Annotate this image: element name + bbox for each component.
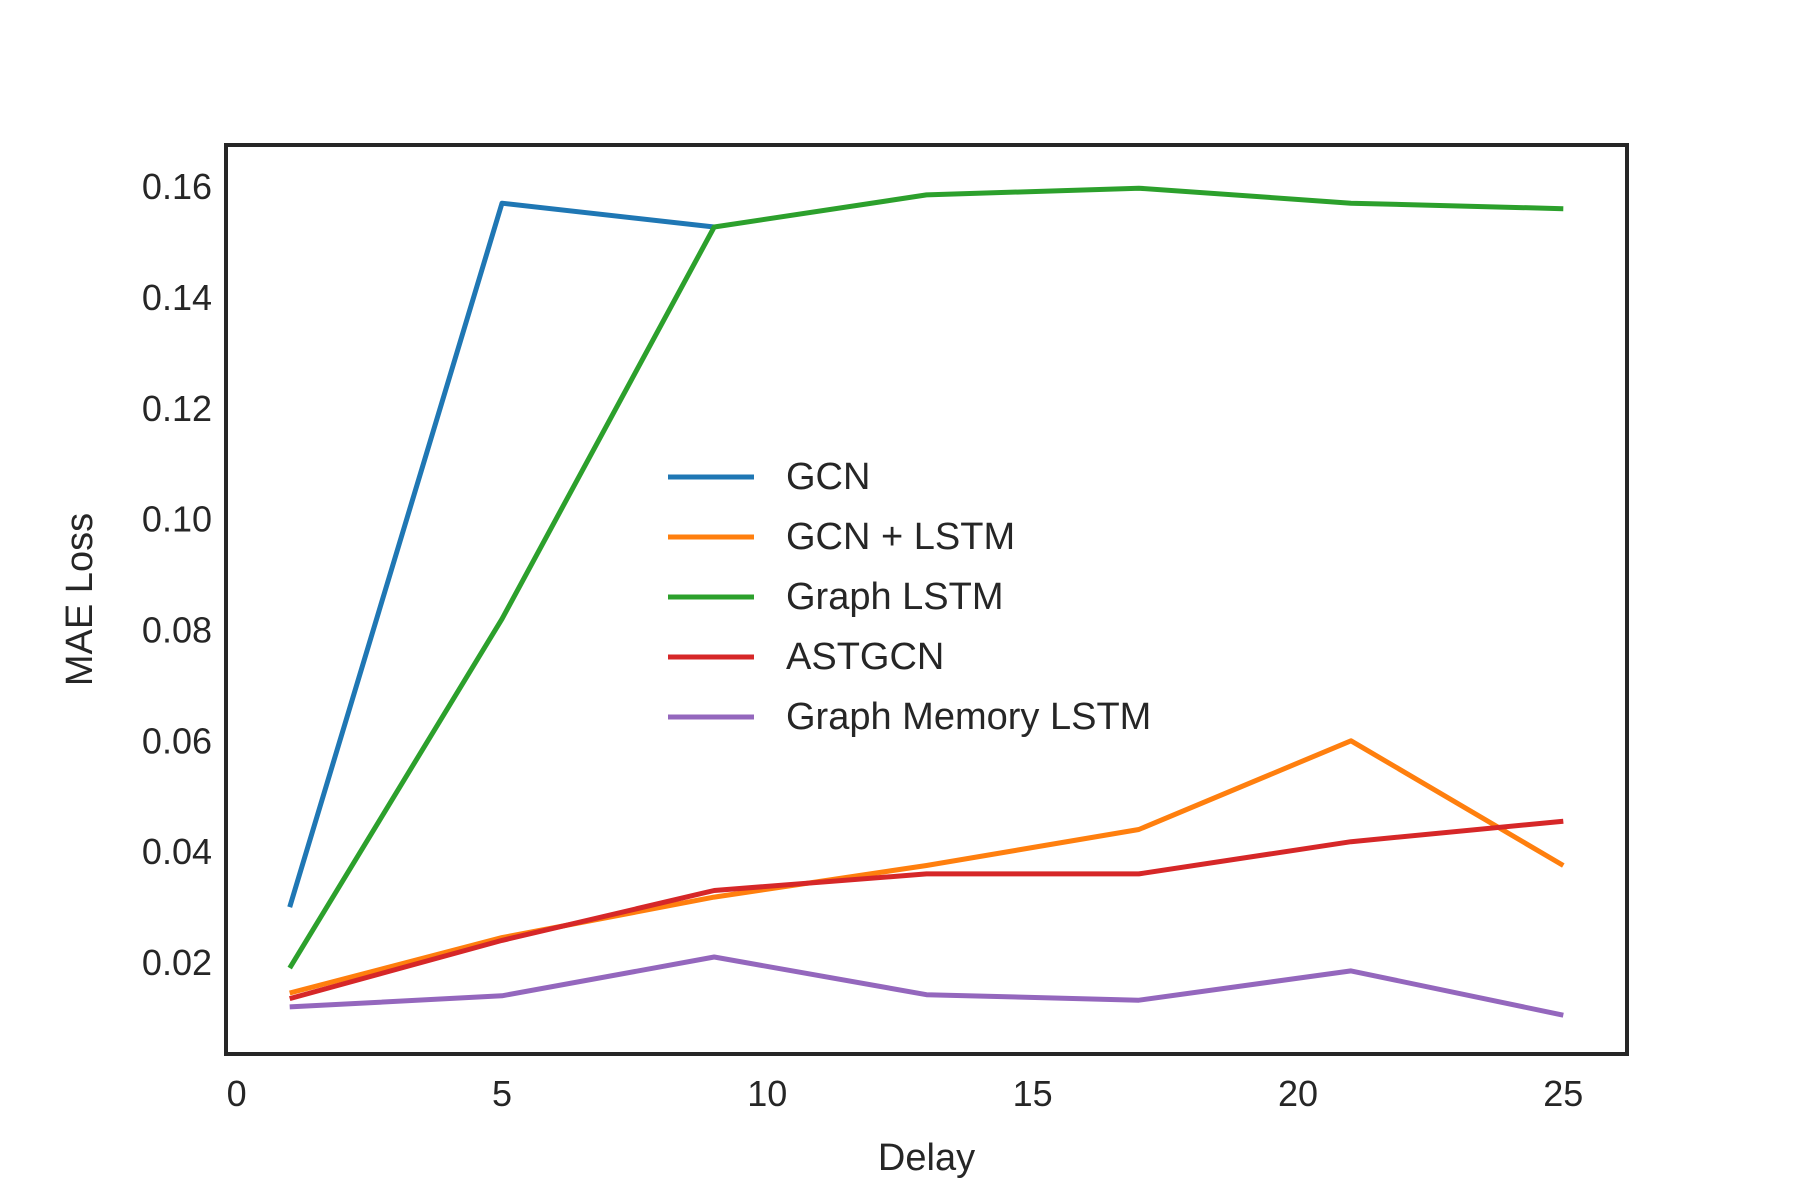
y-tick-label: 0.06	[142, 720, 212, 761]
x-tick-label: 15	[1013, 1073, 1053, 1114]
x-tick-label: 25	[1543, 1073, 1583, 1114]
y-axis-label: MAE Loss	[59, 513, 101, 686]
x-tick-label: 20	[1278, 1073, 1318, 1114]
series-line-graph-lstm	[287, 185, 1564, 970]
y-tick-label: 0.12	[142, 388, 212, 429]
y-tick-label: 0.04	[142, 831, 212, 872]
legend-label-graph-memory-lstm: Graph Memory LSTM	[786, 696, 1151, 738]
x-axis-ticks: 0 5 10 15 20 25	[227, 1073, 1584, 1114]
legend-label-astgcn: ASTGCN	[786, 636, 944, 678]
y-tick-label: 0.02	[142, 942, 212, 983]
legend-label-graph-lstm: Graph LSTM	[786, 576, 1004, 618]
legend-label-gcn: GCN	[786, 456, 870, 498]
x-tick-label: 5	[492, 1073, 512, 1114]
plot-frame	[224, 143, 1629, 1056]
y-tick-label: 0.08	[142, 609, 212, 650]
x-tick-label: 0	[227, 1073, 247, 1114]
y-tick-label: 0.10	[142, 499, 212, 540]
y-tick-label: 0.14	[142, 277, 212, 318]
y-axis-ticks: 0.02 0.04 0.06 0.08 0.10 0.12 0.14 0.16	[142, 166, 212, 983]
y-tick-label: 0.16	[142, 166, 212, 207]
plot-area	[226, 145, 1627, 1054]
series-layer	[287, 185, 1565, 1018]
legend: GCN GCN + LSTM Graph LSTM ASTGCN Graph Memor…	[668, 456, 1151, 738]
series-line-graph-memory-lstm	[289, 954, 1564, 1018]
x-tick-label: 10	[747, 1073, 787, 1114]
series-line-gcn-lstm	[289, 738, 1565, 996]
series-line-gcn	[287, 200, 715, 908]
series-line-astgcn	[289, 818, 1564, 1002]
x-axis-label: Delay	[878, 1137, 975, 1179]
legend-label-gcn-lstm: GCN + LSTM	[786, 516, 1015, 558]
